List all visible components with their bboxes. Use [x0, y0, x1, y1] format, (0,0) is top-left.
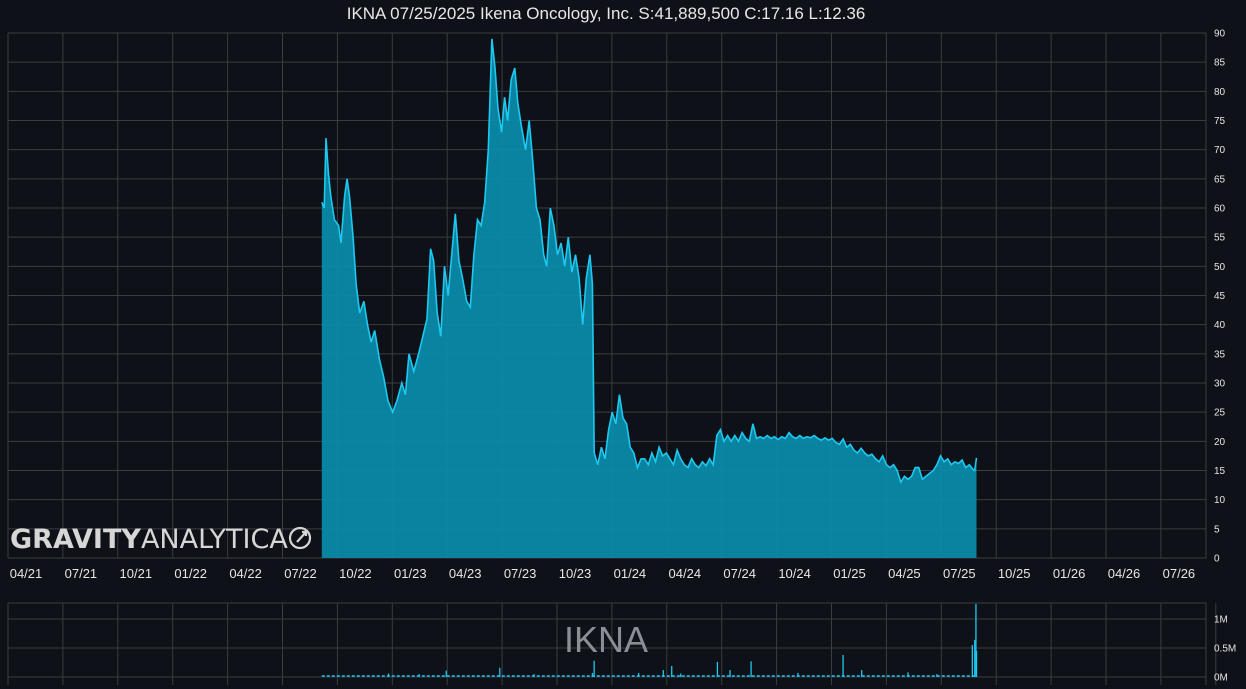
- rocket-icon: [288, 526, 312, 550]
- y-tick-label: 40: [1214, 320, 1226, 331]
- x-tick-label: 04/21: [10, 566, 43, 581]
- y-tick-label: 45: [1214, 291, 1226, 302]
- y-tick-label: 35: [1214, 349, 1226, 360]
- volume-grid: [7, 602, 1217, 685]
- volume-y-tick-label: 1M: [1214, 615, 1228, 626]
- watermark-brand-bold: GRAVITY: [10, 524, 141, 555]
- x-tick-label: 07/21: [65, 566, 98, 581]
- svg-text:GRAVITYANALYTICA: GRAVITYANALYTICA: [10, 524, 288, 555]
- x-tick-label: 07/24: [723, 566, 756, 581]
- x-tick-label: 01/26: [1053, 566, 1086, 581]
- volume-y-axis: 0M 0.5M 1M: [1214, 615, 1236, 684]
- y-tick-label: 55: [1214, 233, 1226, 244]
- y-tick-label: 50: [1214, 262, 1226, 273]
- x-tick-label: 10/22: [339, 566, 372, 581]
- y-tick-label: 75: [1214, 116, 1226, 127]
- x-tick-label: 07/22: [284, 566, 317, 581]
- x-tick-label: 01/22: [174, 566, 207, 581]
- y-axis: 0 5 10 15 20 25 30 35 40 45 50 55 60 65 70 75 80 85 90: [1214, 29, 1226, 565]
- y-tick-label: 65: [1214, 174, 1226, 185]
- y-tick-label: 30: [1214, 379, 1226, 390]
- x-tick-label: 04/23: [449, 566, 482, 581]
- price-line: [321, 38, 978, 485]
- y-tick-label: 25: [1214, 408, 1226, 419]
- volume-ticker-label: IKNA: [564, 619, 648, 660]
- y-tick-label: 20: [1214, 437, 1226, 448]
- volume-y-tick-label: 0.5M: [1214, 644, 1236, 655]
- y-tick-label: 0: [1214, 554, 1220, 565]
- x-tick-label: 07/25: [943, 566, 976, 581]
- x-axis: 04/21 07/21 10/21 01/22 04/22 07/22 10/22 01/23…: [10, 566, 1195, 581]
- x-tick-label: 10/21: [120, 566, 153, 581]
- price-area-fill: [321, 38, 977, 559]
- x-tick-label: 04/24: [669, 566, 702, 581]
- y-tick-label: 60: [1214, 204, 1226, 215]
- y-tick-label: 85: [1214, 58, 1226, 69]
- chart-title: IKNA 07/25/2025 Ikena Oncology, Inc. S:4…: [346, 4, 866, 23]
- watermark-logo: GRAVITYANALYTICA: [10, 524, 312, 555]
- x-tick-label: 10/24: [778, 566, 811, 581]
- y-tick-label: 80: [1214, 87, 1226, 98]
- volume-y-tick-label: 0M: [1214, 673, 1228, 684]
- y-tick-label: 5: [1214, 524, 1220, 535]
- x-tick-label: 01/25: [833, 566, 866, 581]
- x-tick-label: 07/23: [504, 566, 537, 581]
- x-tick-label: 04/22: [229, 566, 262, 581]
- y-tick-label: 15: [1214, 466, 1226, 477]
- y-tick-label: 70: [1214, 145, 1226, 156]
- x-tick-label: 04/26: [1108, 566, 1141, 581]
- x-tick-label: 07/26: [1163, 566, 1196, 581]
- y-tick-label: 10: [1214, 495, 1226, 506]
- x-tick-label: 01/24: [614, 566, 647, 581]
- x-tick-label: 10/25: [998, 566, 1031, 581]
- price-area: [321, 38, 978, 559]
- x-tick-label: 01/23: [394, 566, 427, 581]
- watermark-brand-light: ANALYTICA: [141, 524, 288, 555]
- y-tick-label: 90: [1214, 29, 1226, 40]
- volume-bars: [321, 603, 978, 677]
- x-tick-label: 10/23: [559, 566, 592, 581]
- x-tick-label: 04/25: [888, 566, 921, 581]
